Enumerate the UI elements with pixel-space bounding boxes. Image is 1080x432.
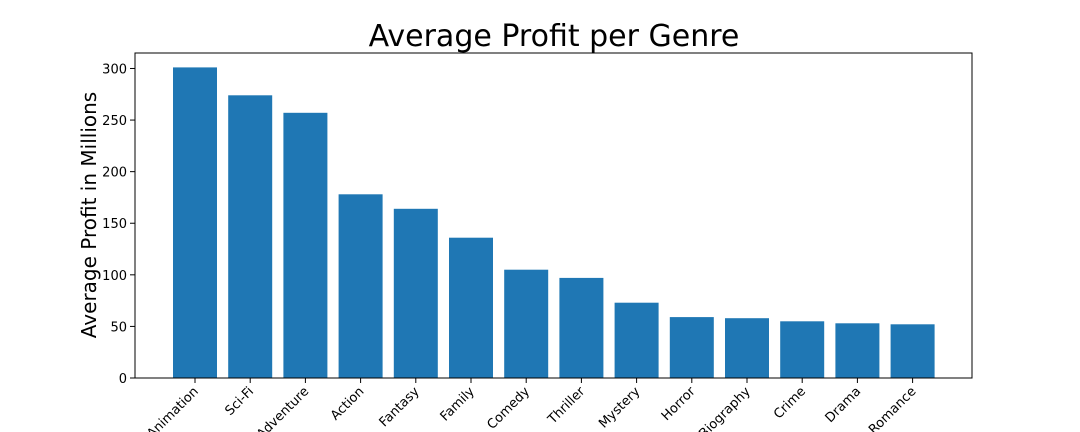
x-tick-label: Sci-Fi: [222, 384, 257, 419]
bar-action: [338, 194, 383, 378]
bars-group: [173, 67, 935, 379]
x-tick-label: Romance: [866, 384, 919, 432]
x-tick-label: Thriller: [545, 384, 589, 428]
bar-adventure: [283, 112, 328, 379]
bar-sci-fi: [228, 95, 273, 379]
y-tick-label: 100: [102, 269, 127, 284]
bar-crime: [780, 321, 825, 378]
bar-fantasy: [393, 208, 438, 378]
y-tick-label: 200: [102, 166, 127, 181]
x-tick-label: Comedy: [484, 384, 533, 432]
y-tick-label: 0: [119, 372, 127, 387]
bar-biography: [725, 318, 769, 378]
bar-mystery: [614, 302, 659, 378]
bar-comedy: [504, 269, 549, 378]
bar-animation: [173, 67, 217, 379]
y-tick-label: 50: [110, 320, 127, 335]
y-axis-ticks: 0 50 100 150 200 250 300: [102, 62, 135, 387]
plot-frame: [134, 52, 973, 379]
chart-title: Average Profit per Genre: [369, 19, 740, 54]
y-tick-label: 300: [102, 62, 127, 77]
bar-romance: [890, 324, 935, 378]
x-tick-label: Biography: [696, 384, 754, 432]
y-tick-label: 250: [102, 114, 127, 129]
x-tick-label: Adventure: [254, 384, 312, 432]
x-tick-label: Family: [438, 384, 478, 424]
x-tick-label: Crime: [771, 384, 809, 422]
y-tick-label: 150: [102, 217, 127, 232]
bar-horror: [669, 317, 714, 378]
x-tick-label: Animation: [144, 384, 201, 432]
bar-drama: [835, 323, 880, 378]
x-tick-label: Drama: [823, 384, 865, 426]
x-tick-label: Action: [328, 384, 367, 423]
x-tick-label: Horror: [659, 384, 699, 424]
bar-thriller: [559, 277, 604, 378]
x-tick-label: Fantasy: [377, 384, 423, 430]
bar-family: [449, 237, 493, 378]
y-axis-label: Average Profit in Millions: [77, 92, 101, 338]
x-tick-label: Mystery: [596, 384, 643, 431]
